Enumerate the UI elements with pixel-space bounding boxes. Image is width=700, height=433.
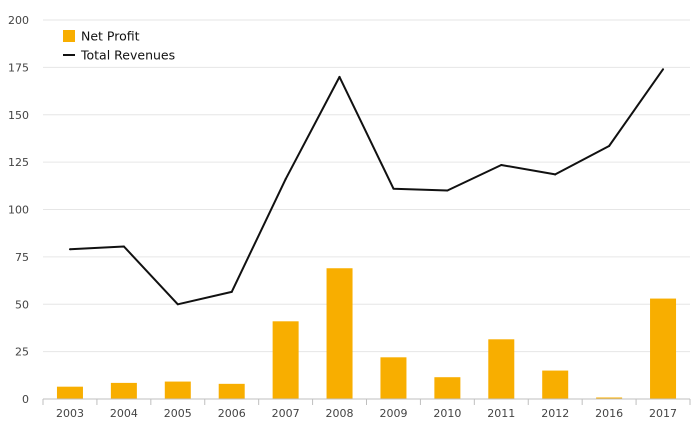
x-tick-label-2003: 2003 [56, 407, 84, 420]
legend-item-net-profit[interactable]: Net Profit [63, 29, 140, 44]
bar-net-profit-2016 [596, 397, 623, 399]
bar-net-profit-2008 [326, 268, 353, 399]
point-total-revenues-2004 [122, 245, 125, 248]
y-tick-label-125: 125 [8, 156, 29, 169]
x-tick-label-2017: 2017 [649, 407, 677, 420]
bar-net-profit-2011 [488, 339, 515, 399]
y-tick-label-75: 75 [15, 251, 29, 264]
y-tick-label-100: 100 [8, 204, 29, 217]
y-tick-label-150: 150 [8, 109, 29, 122]
point-total-revenues-2006 [230, 290, 233, 293]
line-total-revenues [69, 68, 664, 306]
x-axis: 2003 2004 2005 2006 2007 2008 2009 2010 2011 2012… [42, 398, 691, 420]
y-tick-label-200: 200 [8, 14, 29, 27]
x-tick-label-2006: 2006 [218, 407, 246, 420]
legend-label-net-profit: Net Profit [81, 29, 140, 44]
x-tick-label-2011: 2011 [487, 407, 515, 420]
bar-net-profit-2003 [56, 386, 83, 399]
y-tick-label-25: 25 [15, 346, 29, 359]
x-tick-label-2010: 2010 [433, 407, 461, 420]
bar-net-profit-2005 [164, 381, 191, 399]
point-total-revenues-2017 [662, 68, 665, 71]
point-total-revenues-2007 [284, 178, 287, 181]
bar-net-profit-2006 [218, 383, 245, 399]
point-total-revenues-2009 [392, 187, 395, 190]
bar-net-profit-2009 [380, 357, 407, 399]
bar-net-profit-2007 [272, 321, 299, 399]
x-tick-label-2009: 2009 [379, 407, 407, 420]
x-tick-label-2007: 2007 [272, 407, 300, 420]
total-revenues-line-group [68, 68, 665, 306]
point-total-revenues-2011 [500, 163, 503, 166]
x-tick-label-2012: 2012 [541, 407, 569, 420]
legend: Net Profit Total Revenues [63, 29, 175, 63]
x-tick-label-2016: 2016 [595, 407, 623, 420]
bar-net-profit-2017 [650, 298, 677, 399]
x-tick-label-2005: 2005 [164, 407, 192, 420]
x-tick-label-2008: 2008 [326, 407, 354, 420]
bar-net-profit-2004 [110, 382, 137, 399]
y-axis: 0 25 50 75 100 125 150 175 200 [8, 14, 29, 406]
point-total-revenues-2005 [176, 303, 179, 306]
grid-layer [43, 19, 690, 353]
point-total-revenues-2010 [446, 189, 449, 192]
net-profit-bars [56, 268, 677, 399]
point-total-revenues-2016 [608, 145, 611, 148]
legend-item-total-revenues[interactable]: Total Revenues [63, 48, 175, 63]
x-tick-label-2004: 2004 [110, 407, 138, 420]
y-tick-label-175: 175 [8, 61, 29, 74]
legend-swatch-net-profit [63, 30, 75, 42]
point-total-revenues-2003 [68, 248, 71, 251]
y-tick-label-50: 50 [15, 298, 29, 311]
bar-net-profit-2010 [434, 377, 461, 399]
point-total-revenues-2012 [554, 173, 557, 176]
legend-label-total-revenues: Total Revenues [80, 48, 175, 63]
bar-net-profit-2012 [542, 370, 569, 399]
y-tick-label-0: 0 [22, 393, 29, 406]
point-total-revenues-2008 [338, 75, 341, 78]
